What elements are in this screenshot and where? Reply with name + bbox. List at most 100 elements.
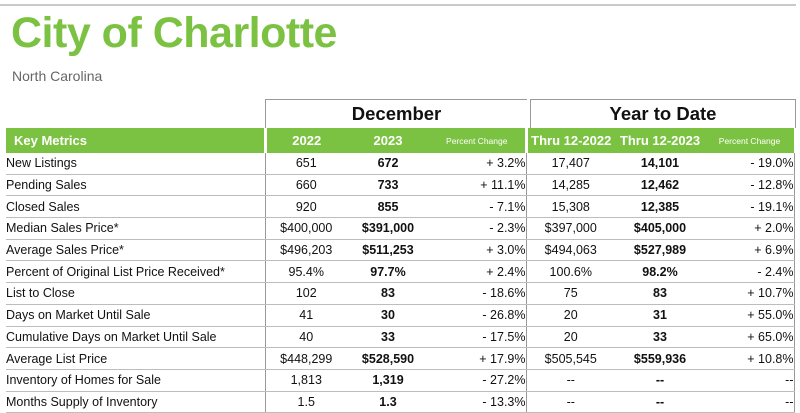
cell-dec-2023: $511,253 [347,239,429,262]
cell-dec-2022: 1.5 [264,391,347,413]
cell-ytd-2023: 12,462 [615,174,705,197]
cell-ytd-2022: 14,285 [525,174,615,197]
group-header-year-to-date: Year to Date [530,99,796,128]
page-title: City of Charlotte [11,9,337,57]
column-header-ytd-2023: Thru 12-2023 [615,128,705,153]
cell-ytd-2023: 31 [615,304,705,327]
cell-dec-2023: 83 [347,282,429,305]
table-row: Inventory of Homes for Sale 1,813 1,319- 2… [6,369,795,392]
cell-dec-percent-change: - 13.3% [429,391,526,413]
cell-ytd-2023: -- [615,369,705,392]
table-row: Pending Sales 660 733 + 11.1% 14,285 12,462- … [6,174,795,197]
column-header-metric: Key Metrics [6,128,265,153]
cell-ytd-2022: $397,000 [525,217,615,240]
cell-metric-name: Pending Sales [6,174,265,197]
table-row: Median Sales Price* $400,000 $391,000- 2.3… [6,217,795,240]
cell-metric-name: Percent of Original List Price Received* [6,260,265,284]
cell-ytd-2023: 12,385 [615,195,705,219]
cell-ytd-2022: $505,545 [525,347,615,370]
cell-metric-name: Inventory of Homes for Sale [6,369,265,392]
cell-metric-name: Days on Market Until Sale [6,304,265,327]
cell-metric-name: Months Supply of Inventory [6,391,265,413]
cell-ytd-percent-change: + 2.0% [705,217,795,240]
cell-dec-2023: 855 [347,195,429,219]
cell-dec-2022: $448,299 [264,347,347,370]
group-header-december: December [265,99,527,128]
cell-ytd-percent-change: -- [705,369,795,392]
table-row: Average Sales Price* $496,203 $511,253 + 3.… [6,239,795,262]
cell-ytd-2022: 17,407 [525,153,615,175]
cell-dec-2022: 41 [264,304,347,327]
cell-ytd-2022: $494,063 [525,239,615,262]
cell-dec-2023: 733 [347,174,429,197]
cell-ytd-percent-change: - 12.8% [705,174,795,197]
cell-ytd-percent-change: + 10.8% [705,347,795,370]
top-rule [0,4,796,6]
cell-ytd-percent-change: - 2.4% [705,260,795,284]
cell-ytd-percent-change: + 10.7% [705,282,795,305]
cell-ytd-2023: 83 [615,282,705,305]
cell-ytd-percent-change: - 19.1% [705,195,795,219]
table-row: Days on Market Until Sale 41 30- 26.8% 20 31… [6,304,795,327]
cell-metric-name: Average List Price [6,347,265,370]
cell-ytd-2023: 98.2% [615,260,705,284]
cell-dec-percent-change: + 17.9% [429,347,526,370]
cell-dec-2023: 1.3 [347,391,429,413]
cell-metric-name: Cumulative Days on Market Until Sale [6,326,265,349]
table-row: Months Supply of Inventory 1.5 1.3- 13.3% -… [6,391,795,413]
cell-dec-percent-change: + 3.2% [429,153,526,175]
cell-dec-2022: 920 [264,195,347,219]
cell-ytd-2023: $527,989 [615,239,705,262]
cell-dec-percent-change: - 17.5% [429,326,526,349]
column-header-dec-2022: 2022 [263,128,347,153]
cell-ytd-2023: 33 [615,326,705,349]
table-row: Percent of Original List Price Received*… [6,260,795,284]
cell-dec-2022: 651 [264,153,347,175]
cell-dec-percent-change: - 18.6% [429,282,526,305]
cell-dec-percent-change: - 2.3% [429,217,526,240]
cell-dec-2023: 33 [347,326,429,349]
cell-ytd-2022: 20 [525,326,615,349]
table-row: Cumulative Days on Market Until Sale 40 33… [6,326,795,349]
cell-metric-name: Average Sales Price* [6,239,265,262]
cell-dec-2022: 1,813 [264,369,347,392]
column-header-ytd-percent-change: Percent Change [705,128,794,153]
cell-ytd-2022: 15,308 [525,195,615,219]
table-row: Closed Sales 920 855- 7.1% 15,308 12,385- 19… [6,195,795,219]
cell-metric-name: New Listings [6,153,265,175]
cell-dec-2022: 95.4% [264,260,347,284]
cell-ytd-percent-change: + 55.0% [705,304,795,327]
cell-ytd-2023: -- [615,391,705,413]
cell-dec-2022: 40 [264,326,347,349]
cell-metric-name: Closed Sales [6,195,265,219]
cell-dec-2022: 660 [264,174,347,197]
cell-ytd-2023: $405,000 [615,217,705,240]
column-header-row: Key Metrics 2022 2023 Percent Change Thr… [6,128,794,153]
cell-dec-2023: 97.7% [347,260,429,284]
cell-metric-name: List to Close [6,282,265,305]
table-row: New Listings 651 672 + 3.2% 17,407 14,101- 19… [6,153,795,175]
cell-dec-percent-change: + 2.4% [429,260,526,284]
cell-dec-percent-change: + 3.0% [429,239,526,262]
cell-ytd-percent-change: - 19.0% [705,153,795,175]
cell-dec-2023: $391,000 [347,217,429,240]
table-row: Average List Price $448,299 $528,590 + 17.9… [6,347,795,370]
cell-dec-2023: $528,590 [347,347,429,370]
cell-dec-2023: 672 [347,153,429,175]
column-header-dec-percent-change: Percent Change [429,128,526,153]
cell-dec-percent-change: - 26.8% [429,304,526,327]
column-header-dec-2023: 2023 [347,128,429,153]
cell-ytd-2022: -- [525,369,615,392]
cell-dec-2023: 1,319 [347,369,429,392]
cell-dec-2022: $496,203 [264,239,347,262]
table-row: List to Close 102 83- 18.6% 75 83 + 10.7% [6,282,795,305]
metrics-body: New Listings 651 672 + 3.2% 17,407 14,101- 19… [6,153,795,413]
cell-metric-name: Median Sales Price* [6,217,265,240]
page-subtitle: North Carolina [12,68,103,84]
cell-ytd-2022: -- [525,391,615,413]
cell-ytd-2022: 100.6% [525,260,615,284]
cell-ytd-percent-change: + 6.9% [705,239,795,262]
cell-ytd-percent-change: -- [705,391,795,413]
cell-ytd-2022: 75 [525,282,615,305]
cell-ytd-2023: $559,936 [615,347,705,370]
